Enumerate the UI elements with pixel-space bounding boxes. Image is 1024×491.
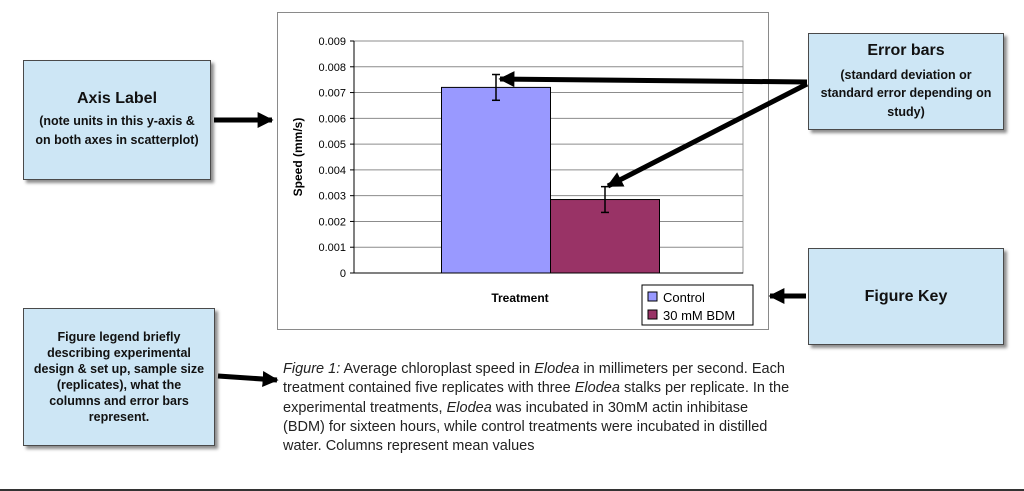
- figure-legend-callout: Figure legend briefly describing experim…: [23, 308, 215, 446]
- axis-label-callout-heading: Axis Label: [76, 90, 158, 107]
- error-bar-arrow-control: [498, 71, 808, 88]
- figure-key-callout: Figure Key: [808, 248, 1004, 345]
- figure-caption: Figure 1: Average chloroplast speed in E…: [283, 360, 793, 456]
- caption-figure-label: Figure 1:: [283, 361, 341, 377]
- y-tick-label: 0.003: [318, 191, 346, 203]
- axis-label-callout: Axis Label (note units in this y-axis & …: [23, 60, 211, 180]
- x-axis-label: Treatment: [491, 291, 548, 305]
- y-tick-label: 0.007: [318, 88, 346, 100]
- figure-key-callout-heading: Figure Key: [864, 287, 948, 305]
- y-tick-label: 0: [340, 268, 346, 280]
- y-tick-label: 0.002: [318, 216, 346, 228]
- error-bar-arrow-bdm: [606, 81, 809, 189]
- y-tick-label: 0.006: [318, 113, 346, 125]
- bar: [441, 86, 551, 274]
- y-tick-label: 0.004: [318, 165, 346, 177]
- axis-label-callout-body: (note units in this y-axis & on both axe…: [35, 114, 199, 147]
- legend-swatch: [647, 291, 658, 302]
- legend-swatch: [647, 309, 658, 320]
- caption-text-1: Average chloroplast speed in: [340, 361, 535, 377]
- y-tick-label: 0.001: [318, 242, 346, 254]
- bottom-divider: [0, 489, 1024, 491]
- caption-text-2: in millimeters per second. Each treatmen…: [283, 361, 785, 397]
- caption-text-3: stalks per replicate. In the experimenta…: [283, 380, 790, 416]
- y-tick-label: 0.009: [318, 36, 346, 48]
- chart-frame: 0 0.001 0.002 0.003 0.004 0.005 0.006 0.007 0.00…: [277, 12, 769, 330]
- caption-elodea-2: Elodea: [574, 380, 620, 397]
- y-tick-label: 0.008: [318, 62, 346, 74]
- legend-label: Control: [663, 290, 705, 305]
- legend-label: 30 mM BDM: [663, 308, 735, 323]
- error-bars-callout: Error bars (standard deviation or standa…: [808, 33, 1004, 130]
- caption-elodea-3: Elodea: [446, 399, 492, 416]
- legend-box: [641, 284, 754, 326]
- error-bars-callout-body: (standard deviation or standard error de…: [820, 67, 992, 119]
- caption-elodea-1: Elodea: [534, 361, 580, 377]
- caption-text-4: was incubated in 30mM actin inhibitase (…: [283, 399, 768, 455]
- y-tick-label: 0.005: [318, 139, 346, 151]
- error-bars-callout-heading: Error bars: [867, 41, 945, 59]
- figure-legend-arrow: [217, 371, 279, 388]
- bar-chart: 0 0.001 0.002 0.003 0.004 0.005 0.006 0.007 0.00…: [291, 36, 754, 326]
- y-axis-label: Speed (mm/s): [291, 118, 305, 197]
- figure-legend-callout-body: Figure legend briefly describing experim…: [33, 330, 205, 424]
